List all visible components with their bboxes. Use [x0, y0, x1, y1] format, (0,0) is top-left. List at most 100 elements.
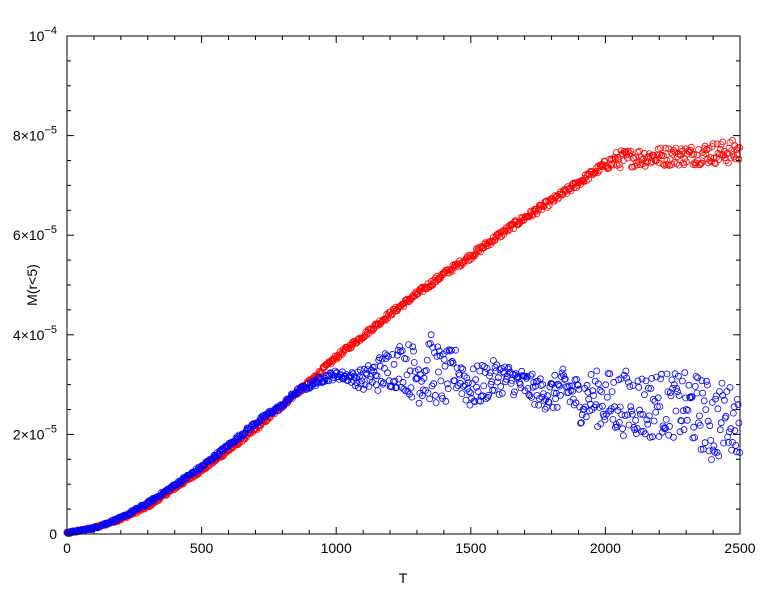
- series-2-point: [442, 397, 450, 405]
- series-1-point: [608, 160, 616, 168]
- series-1-point: [659, 160, 667, 168]
- series-1-point: [658, 152, 665, 160]
- series-2-point: [379, 380, 387, 388]
- series-1-point: [689, 161, 697, 168]
- series-2-point: [458, 390, 466, 398]
- series-1-point: [529, 211, 537, 219]
- series-2-point: [606, 370, 614, 378]
- series-2-point: [419, 386, 427, 394]
- series-2-point: [409, 343, 417, 351]
- series-1-point: [333, 355, 341, 363]
- series-2-point: [685, 381, 693, 389]
- series-2-point: [356, 366, 364, 374]
- series-1-point: [716, 150, 723, 158]
- series-2-point: [590, 392, 597, 399]
- series-2-point: [577, 419, 584, 427]
- series-1-point: [594, 169, 601, 177]
- series-2-point: [632, 416, 639, 424]
- series-2-point: [467, 389, 475, 397]
- series-2-point: [600, 413, 608, 420]
- series-1-point: [457, 262, 465, 270]
- series-2-point: [588, 406, 596, 414]
- series-1-point: [625, 151, 633, 159]
- series-2-point: [648, 374, 656, 382]
- series-2-point: [602, 381, 610, 389]
- series-2-point: [561, 375, 569, 383]
- series-1-point: [368, 327, 376, 335]
- series-2-point: [683, 416, 691, 424]
- series-1-point: [418, 283, 426, 291]
- series-2-point: [382, 355, 390, 363]
- series-2-point: [494, 378, 501, 386]
- series-2-point: [679, 407, 687, 415]
- series-2-point: [449, 359, 457, 367]
- series-1-point: [595, 162, 602, 170]
- series-2-point: [552, 395, 559, 403]
- y-tick-label: 2×10−5: [13, 423, 57, 442]
- series-2-point: [452, 384, 460, 392]
- series-1-point: [644, 158, 652, 166]
- series-2-point: [512, 370, 520, 378]
- series-2-point: [716, 426, 724, 434]
- series-1-point: [723, 150, 731, 158]
- series-2-point: [719, 392, 727, 399]
- series-2-point: [393, 383, 400, 391]
- series-1-point: [624, 147, 632, 155]
- series-2-point: [645, 412, 653, 420]
- series-2-point: [191, 469, 199, 477]
- series-2-point: [662, 415, 670, 423]
- series-2-point: [466, 401, 474, 409]
- series-2-point: [700, 397, 708, 405]
- series-2-point: [388, 383, 396, 391]
- series-2-point: [725, 438, 732, 446]
- series-1-point: [612, 155, 619, 163]
- series-2-point: [378, 355, 386, 363]
- series-2-point: [470, 397, 478, 405]
- series-2-point: [531, 400, 538, 408]
- series-2-point: [362, 369, 370, 377]
- series-2-point: [452, 346, 459, 354]
- series-2-point: [402, 355, 410, 363]
- series-1-point: [696, 161, 704, 169]
- series-1-point: [616, 160, 623, 168]
- series-2-point: [619, 425, 626, 433]
- series-1-point: [715, 156, 723, 164]
- series-2-point: [593, 367, 601, 375]
- series-2-point: [553, 403, 561, 411]
- series-2-point: [681, 369, 689, 377]
- series-2-point: [690, 423, 698, 431]
- series-2-point: [707, 436, 715, 444]
- series-2-point: [426, 340, 434, 347]
- series-2-point: [355, 384, 362, 392]
- series-2-point: [537, 382, 545, 389]
- series-2-point: [587, 371, 595, 378]
- series-1-point: [697, 159, 705, 167]
- series-2-point: [370, 368, 378, 376]
- series-2-point: [465, 388, 473, 396]
- series-1-point: [558, 191, 566, 199]
- series-2-point: [536, 375, 544, 383]
- series-2-point: [638, 375, 646, 383]
- series-1-point: [516, 218, 524, 226]
- series-2-point: [374, 387, 382, 394]
- series-1-point: [592, 168, 600, 175]
- series-2-point: [649, 433, 656, 441]
- series-1-point: [683, 158, 690, 166]
- series-2-point: [211, 452, 219, 460]
- series-2-point: [447, 359, 455, 367]
- series-2-point: [506, 369, 514, 377]
- series-1-point: [665, 145, 673, 153]
- series-2-point: [405, 341, 413, 349]
- series-1-point: [369, 326, 377, 334]
- series-2-point: [451, 377, 459, 385]
- series-2-point: [473, 383, 480, 391]
- series-2-point: [376, 362, 384, 370]
- series-2-point: [667, 392, 675, 400]
- series-2-point: [352, 374, 360, 382]
- series-2-point: [408, 393, 416, 401]
- series-2-point: [674, 388, 681, 396]
- series-2-point: [691, 382, 699, 390]
- series-2-point: [432, 399, 440, 407]
- series-2-point: [440, 355, 448, 363]
- series-2-point: [683, 406, 690, 413]
